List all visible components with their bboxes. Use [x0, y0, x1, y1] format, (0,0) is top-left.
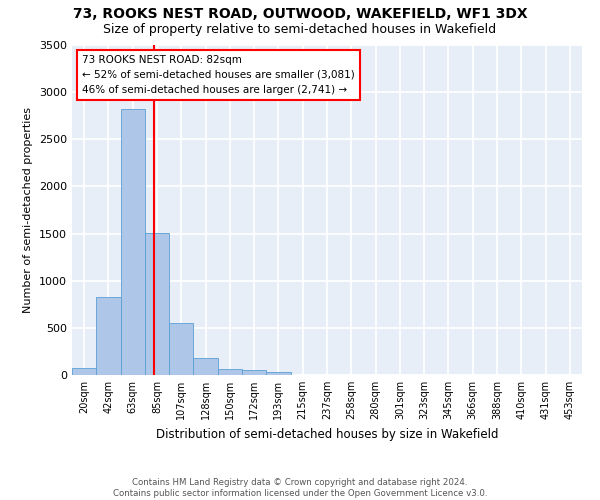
Bar [242, 370, 266, 375]
Bar [218, 369, 242, 375]
Bar [266, 372, 290, 375]
Bar [121, 109, 145, 375]
Bar [169, 323, 193, 375]
Bar [72, 368, 96, 375]
Text: Contains HM Land Registry data © Crown copyright and database right 2024.
Contai: Contains HM Land Registry data © Crown c… [113, 478, 487, 498]
Bar [193, 358, 218, 375]
Bar [145, 232, 169, 375]
Text: 73 ROOKS NEST ROAD: 82sqm
← 52% of semi-detached houses are smaller (3,081)
46% : 73 ROOKS NEST ROAD: 82sqm ← 52% of semi-… [82, 55, 355, 94]
Text: 73, ROOKS NEST ROAD, OUTWOOD, WAKEFIELD, WF1 3DX: 73, ROOKS NEST ROAD, OUTWOOD, WAKEFIELD,… [73, 8, 527, 22]
Bar [96, 296, 121, 375]
X-axis label: Distribution of semi-detached houses by size in Wakefield: Distribution of semi-detached houses by … [156, 428, 498, 440]
Y-axis label: Number of semi-detached properties: Number of semi-detached properties [23, 107, 34, 313]
Text: Size of property relative to semi-detached houses in Wakefield: Size of property relative to semi-detach… [103, 22, 497, 36]
